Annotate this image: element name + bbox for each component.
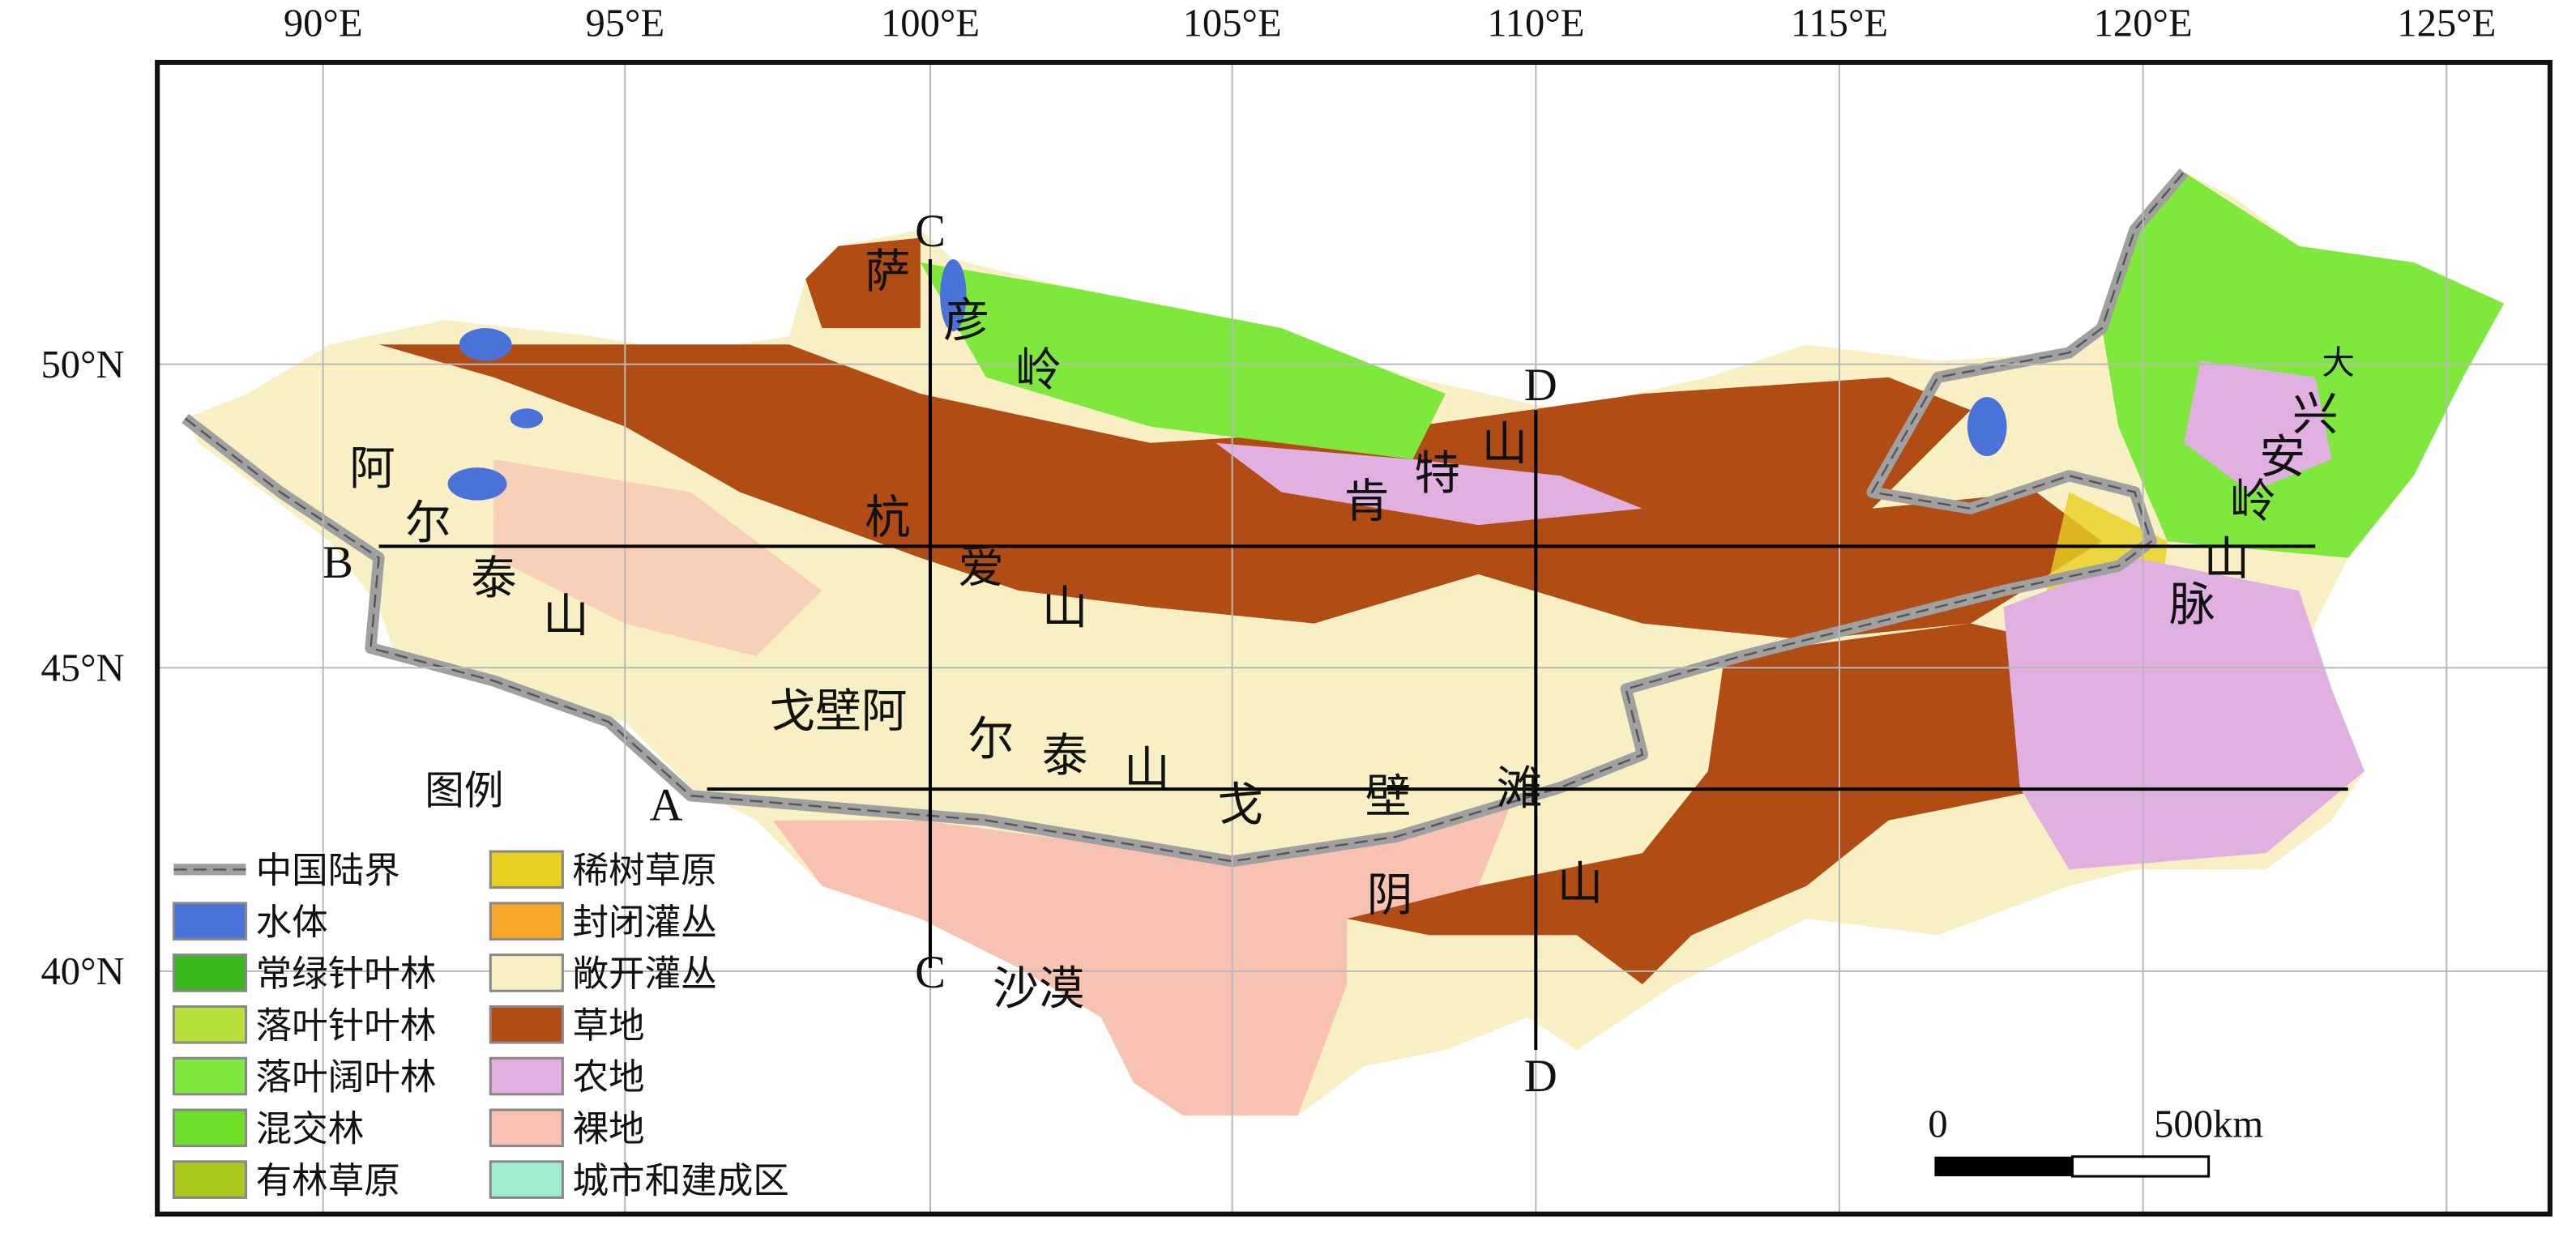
grassland xyxy=(1347,623,2135,985)
legend-swatch xyxy=(172,902,248,941)
lon-label: 125°E xyxy=(2397,2,2496,45)
scale-bar-segment xyxy=(2071,1155,2211,1178)
legend-label: 敞开灌丛 xyxy=(573,953,717,994)
place-label: 山 xyxy=(1124,744,1170,795)
lon-label: 120°E xyxy=(2094,2,2193,45)
place-label: 山 xyxy=(1481,419,1527,470)
bare-land xyxy=(493,459,822,657)
place-label: 岭 xyxy=(1015,345,1062,396)
scale-label: 0 xyxy=(1928,1102,1947,1145)
map-frame xyxy=(155,59,2553,1217)
section-label: B xyxy=(323,537,353,588)
legend-label: 落叶阔叶林 xyxy=(256,1057,437,1098)
legend-swatch xyxy=(172,1108,248,1148)
scale-label: 500km xyxy=(2154,1102,2263,1145)
place-label: 阿 xyxy=(349,443,395,494)
water xyxy=(1967,397,2007,457)
section-lines xyxy=(378,258,2348,1051)
forest xyxy=(920,262,1446,460)
place-label: 大 xyxy=(2322,345,2355,382)
legend-swatch xyxy=(489,850,564,889)
water xyxy=(510,408,544,429)
place-label: 泰 xyxy=(1042,731,1088,782)
scale-bar: 0 500km xyxy=(1928,1102,2263,1178)
water xyxy=(447,467,507,501)
china-border-dash xyxy=(184,171,2185,863)
lat-label: 40°N xyxy=(41,949,125,993)
lon-label: 95°E xyxy=(585,2,664,45)
section-label: C xyxy=(915,206,946,257)
water xyxy=(940,258,967,332)
place-label: 阴 xyxy=(1367,870,1413,921)
section-label: D xyxy=(1524,360,1557,411)
legend-label: 城市和建成区 xyxy=(573,1160,789,1201)
land-cover xyxy=(182,168,2505,1116)
place-label: 沙漠 xyxy=(993,963,1084,1014)
lat-label: 45°N xyxy=(41,646,125,689)
lon-label: 110°E xyxy=(1487,2,1584,45)
legend-swatch xyxy=(172,1160,248,1199)
place-label: 戈壁阿 xyxy=(770,686,908,737)
legend-label: 混交林 xyxy=(256,1109,365,1150)
legend-label: 封闭灌丛 xyxy=(573,902,717,942)
grassland xyxy=(805,237,921,329)
legend-label: 农地 xyxy=(573,1057,645,1098)
section-label: A xyxy=(649,780,682,831)
legend-swatch xyxy=(489,1056,564,1096)
legend-swatch xyxy=(172,953,248,992)
grassland xyxy=(378,344,2102,640)
legend-label: 落叶针叶林 xyxy=(256,1005,437,1046)
legend-label: 草地 xyxy=(573,1005,645,1046)
legend-swatch xyxy=(489,1005,564,1044)
place-label: 泰 xyxy=(471,553,517,604)
place-label: 肯 xyxy=(1344,476,1390,527)
place-label: 山 xyxy=(543,591,589,642)
place-label: 尔 xyxy=(405,497,451,548)
place-label: 岭 xyxy=(2230,476,2276,527)
farmland xyxy=(2003,557,2365,870)
water xyxy=(459,328,512,361)
legend-swatch xyxy=(172,1056,248,1096)
legend-swatch xyxy=(489,953,564,992)
legend-label: 常绿针叶林 xyxy=(256,953,437,994)
legend-swatch xyxy=(489,1108,564,1148)
section-label: D xyxy=(1524,1051,1557,1102)
place-label: 特 xyxy=(1414,449,1460,500)
legend-label: 有林草原 xyxy=(256,1160,400,1201)
lon-label: 100°E xyxy=(881,2,980,45)
place-label: 安 xyxy=(2259,432,2305,483)
place-label: 壁 xyxy=(1365,771,1412,822)
place-label: 兴 xyxy=(2292,390,2339,441)
place-label: 脉 xyxy=(2169,580,2215,631)
place-label: 戈 xyxy=(1217,780,1263,831)
scale-bar-segment xyxy=(1934,1156,2073,1177)
place-label: 萨 xyxy=(865,246,911,297)
legend-title: 图例 xyxy=(425,769,503,813)
place-label: 彦 xyxy=(943,296,989,347)
legend-label: 裸地 xyxy=(573,1109,645,1150)
section-label: C xyxy=(915,947,946,998)
lon-label: 90°E xyxy=(284,2,363,45)
place-label: 山 xyxy=(1042,583,1088,634)
place-label: 滩 xyxy=(1497,763,1543,814)
legend-swatch xyxy=(489,902,564,941)
legend-swatch xyxy=(489,1160,564,1199)
legend-label: 中国陆界 xyxy=(256,851,400,891)
farmland xyxy=(2184,360,2332,493)
lon-label: 115°E xyxy=(1791,2,1888,45)
legend-label: 稀树草原 xyxy=(573,851,717,891)
place-label: 尔 xyxy=(968,714,1015,766)
lat-label: 50°N xyxy=(41,343,125,386)
place-label: 山 xyxy=(1557,859,1604,910)
lon-label: 105°E xyxy=(1183,2,1282,45)
place-label: 杭 xyxy=(865,493,911,544)
legend-swatch xyxy=(172,1005,248,1044)
place-label: 爱 xyxy=(958,542,1004,593)
legend-label: 水体 xyxy=(256,902,328,942)
place-label: 山 xyxy=(2204,534,2250,585)
bare-land xyxy=(772,804,1511,1116)
